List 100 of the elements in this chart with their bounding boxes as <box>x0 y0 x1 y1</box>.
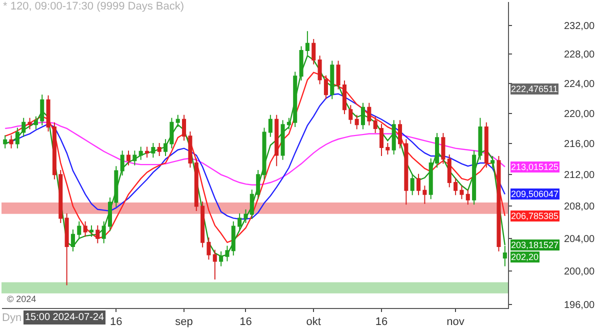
candlestick <box>460 185 464 200</box>
candlestick <box>324 74 328 100</box>
candlestick <box>318 55 322 85</box>
candlestick <box>120 150 124 176</box>
x-tick-label: nov <box>446 316 465 328</box>
y-tick-label: 232,00 <box>564 20 596 32</box>
candlestick <box>206 237 211 260</box>
candlestick <box>145 146 150 158</box>
candlestick <box>274 114 279 167</box>
candlestick <box>182 114 186 142</box>
annotation: © 2024 <box>7 294 36 304</box>
candlestick <box>194 158 198 212</box>
candlestick <box>336 60 340 90</box>
candlestick <box>126 150 131 166</box>
candlestick <box>138 146 143 160</box>
y-tick-label: 228,00 <box>564 50 596 61</box>
candlestick <box>250 189 254 220</box>
y-tick-label: 200,00 <box>564 266 596 278</box>
candlestick <box>286 117 291 130</box>
candlestick <box>132 150 137 166</box>
x-tick-label: sep <box>175 316 193 328</box>
data-label: 206,785385 <box>511 211 559 221</box>
candlestick <box>89 224 94 238</box>
candlestick <box>157 142 162 157</box>
candlestick <box>238 212 242 232</box>
candlestick <box>244 208 248 224</box>
candlestick <box>70 228 75 252</box>
text: Dyn <box>2 312 22 324</box>
candlestick <box>200 200 205 248</box>
y-tick-label: 220,00 <box>564 108 596 120</box>
candlestick <box>268 114 272 138</box>
candlestick <box>58 169 63 224</box>
data-label: 213,015125 <box>511 162 559 172</box>
x-tick-label: 16 <box>110 316 122 328</box>
candlestick <box>367 102 372 126</box>
candlestick <box>77 220 82 240</box>
candlestick <box>28 117 32 130</box>
candlestick <box>386 142 390 155</box>
candlestick <box>330 60 334 100</box>
candlestick <box>404 138 408 206</box>
candlestick <box>373 116 378 134</box>
candlestick <box>360 102 365 130</box>
candlestick <box>428 158 433 200</box>
candlestick <box>96 224 100 244</box>
candlestick <box>354 114 359 130</box>
candlestick <box>472 150 476 206</box>
candlestick <box>114 166 118 208</box>
x-tick-label: okt <box>306 316 321 328</box>
candlestick <box>83 220 88 238</box>
candlestick <box>379 123 384 157</box>
candlestick <box>398 120 402 149</box>
candlestick <box>9 134 14 149</box>
text: 202,20 <box>511 252 539 262</box>
candlestick <box>422 185 427 204</box>
text: 15:00 2024-07-24 <box>25 312 104 323</box>
candlestick <box>435 132 440 168</box>
candlestick <box>447 154 452 188</box>
candlestick <box>484 122 488 168</box>
candlestick <box>392 120 396 155</box>
candlestick <box>64 212 69 286</box>
y-tick-label: 224,00 <box>564 79 596 90</box>
data-label: 209,506047 <box>511 189 559 199</box>
line-series <box>4 122 506 186</box>
candlestick <box>22 117 26 138</box>
data-label: 203,181527 <box>511 240 559 250</box>
y-tick-label: 196,00 <box>564 300 596 312</box>
candlestick <box>262 127 266 180</box>
x-tick-label: 16 <box>375 316 388 328</box>
candlestick <box>46 94 50 132</box>
candlestick <box>496 156 501 252</box>
candlestick <box>108 196 112 232</box>
candlestick <box>348 104 353 124</box>
candlestick <box>15 127 20 149</box>
candlestick <box>40 94 44 126</box>
candlestick <box>490 156 495 168</box>
candlestick <box>293 71 298 128</box>
candlestick <box>176 114 180 128</box>
candlestick <box>454 177 458 196</box>
candlestick <box>164 138 168 157</box>
chart-title: * 120, 09:00-17:30 (9999 Days Back) <box>3 0 184 12</box>
y-tick-label: 204,00 <box>564 234 596 245</box>
candlestick <box>416 173 421 196</box>
y-tick-label: 216,00 <box>564 139 596 150</box>
candlestick <box>410 173 414 196</box>
candlestick <box>478 117 482 160</box>
candlestick <box>280 120 285 160</box>
y-tick-label: 212,00 <box>564 170 596 182</box>
y-tick-label: 208,00 <box>564 202 596 213</box>
candlestick <box>52 122 56 180</box>
candlestick <box>312 38 316 65</box>
candlestick <box>342 80 346 115</box>
candlestick <box>34 116 38 130</box>
candlestick <box>151 142 156 158</box>
candlestick <box>170 117 174 149</box>
candlestick <box>212 249 217 280</box>
candlestick <box>441 132 446 164</box>
candlestick <box>188 131 192 168</box>
candlestick <box>256 169 260 200</box>
candlestick <box>466 189 470 206</box>
x-tick-label: 16 <box>240 316 252 328</box>
